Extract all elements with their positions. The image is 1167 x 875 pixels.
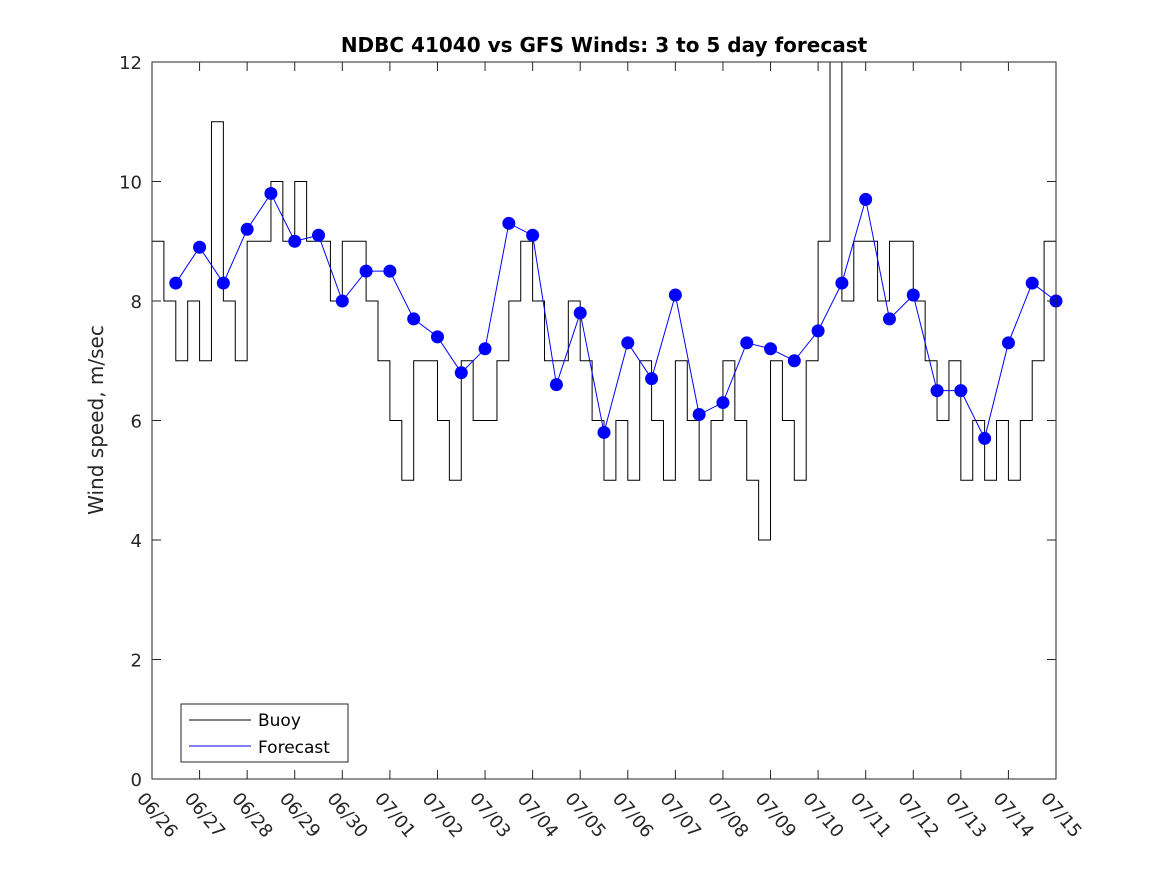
forecast-point — [193, 240, 207, 254]
forecast-point — [811, 324, 825, 338]
legend-buoy-label: Buoy — [258, 711, 301, 731]
forecast-point — [621, 336, 635, 350]
y-axis-ticks: 0 2 4 6 8 10 12 — [119, 53, 1056, 791]
forecast-point — [668, 288, 682, 302]
forecast-point — [264, 186, 278, 200]
forecast-point — [906, 288, 920, 302]
forecast-point — [526, 228, 540, 242]
legend: Buoy Forecast — [180, 703, 349, 763]
forecast-point — [1001, 336, 1015, 350]
y-tick-label: 8 — [131, 292, 142, 313]
forecast-point — [240, 222, 254, 236]
forecast-point — [692, 408, 706, 422]
legend-box — [180, 703, 349, 763]
forecast-point — [645, 372, 659, 386]
series-buoy-line — [152, 61, 1056, 541]
marker-layer — [169, 186, 1063, 445]
forecast-point — [288, 234, 302, 248]
legend-forecast-label: Forecast — [258, 738, 330, 758]
forecast-point — [835, 276, 849, 290]
y-tick-label: 4 — [131, 531, 142, 552]
forecast-point — [764, 342, 778, 356]
forecast-point — [478, 342, 492, 356]
forecast-point — [359, 264, 373, 278]
y-tick-label: 6 — [131, 412, 142, 433]
forecast-point — [882, 312, 896, 326]
forecast-point — [430, 330, 444, 344]
forecast-point — [859, 192, 873, 206]
forecast-point — [216, 276, 230, 290]
forecast-point — [1025, 276, 1039, 290]
forecast-point — [978, 431, 992, 445]
forecast-point — [549, 378, 563, 392]
forecast-point — [954, 384, 968, 398]
y-tick-label: 2 — [131, 651, 142, 672]
forecast-point — [312, 228, 326, 242]
y-tick-label: 12 — [119, 53, 142, 74]
forecast-point — [502, 216, 516, 230]
forecast-point — [383, 264, 397, 278]
chart-title: NDBC 41040 vs GFS Winds: 3 to 5 day fore… — [341, 33, 868, 57]
forecast-point — [454, 366, 468, 380]
forecast-point — [597, 425, 611, 439]
forecast-point — [740, 336, 754, 350]
forecast-point — [407, 312, 421, 326]
forecast-point — [335, 294, 349, 308]
forecast-point — [573, 306, 587, 320]
forecast-point — [787, 354, 801, 368]
y-axis-label: Wind speed, m/sec — [84, 325, 108, 515]
forecast-point — [930, 384, 944, 398]
forecast-point — [716, 396, 730, 410]
forecast-point — [169, 276, 183, 290]
y-tick-label: 10 — [119, 173, 142, 194]
y-tick-label: 0 — [131, 770, 142, 791]
